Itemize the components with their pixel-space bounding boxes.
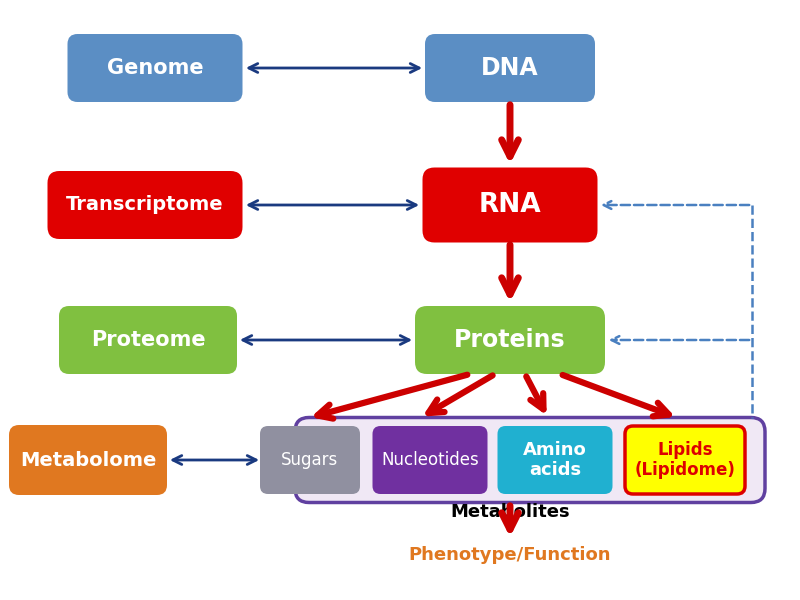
FancyBboxPatch shape [498, 426, 613, 494]
FancyBboxPatch shape [295, 418, 765, 503]
FancyBboxPatch shape [373, 426, 487, 494]
Text: Proteome: Proteome [90, 330, 206, 350]
FancyBboxPatch shape [625, 426, 745, 494]
Text: Metabolome: Metabolome [20, 451, 156, 469]
Text: Nucleotides: Nucleotides [381, 451, 479, 469]
FancyBboxPatch shape [415, 306, 605, 374]
Text: DNA: DNA [481, 56, 539, 80]
Text: Phenotype/Function: Phenotype/Function [409, 546, 611, 564]
Text: Transcriptome: Transcriptome [66, 196, 224, 214]
FancyBboxPatch shape [260, 426, 360, 494]
Text: RNA: RNA [478, 192, 542, 218]
Text: Proteins: Proteins [454, 328, 566, 352]
FancyBboxPatch shape [422, 167, 598, 242]
FancyBboxPatch shape [425, 34, 595, 102]
Text: Amino
acids: Amino acids [523, 440, 587, 479]
Text: Sugars: Sugars [282, 451, 338, 469]
Text: Metabolites: Metabolites [450, 503, 570, 521]
Text: Lipids
(Lipidome): Lipids (Lipidome) [634, 440, 735, 479]
FancyBboxPatch shape [47, 171, 242, 239]
Text: Genome: Genome [106, 58, 203, 78]
FancyBboxPatch shape [67, 34, 242, 102]
FancyBboxPatch shape [9, 425, 167, 495]
FancyBboxPatch shape [59, 306, 237, 374]
